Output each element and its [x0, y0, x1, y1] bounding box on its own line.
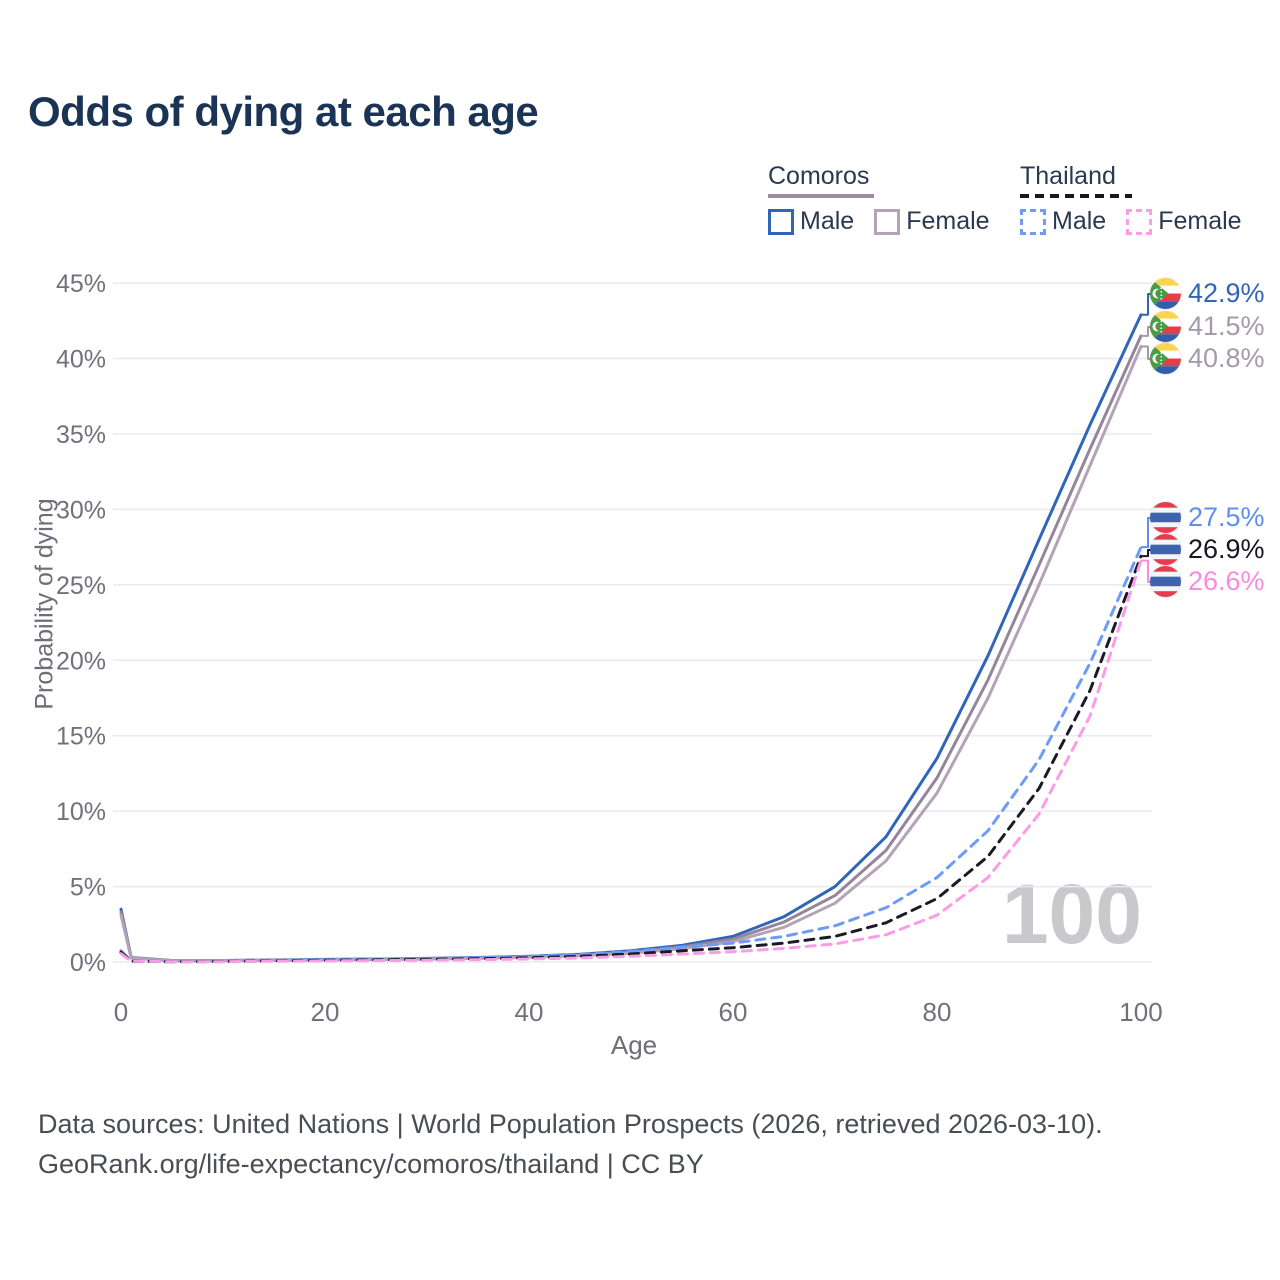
y-tick-label: 0% [70, 949, 106, 977]
y-axis-title: Probability of dying [30, 498, 59, 710]
x-tick-label: 100 [1119, 997, 1162, 1027]
legend-label-comoros-female[interactable]: Female [906, 207, 990, 235]
series-end-value: 26.6% [1188, 566, 1265, 596]
y-tick-label: 15% [56, 723, 106, 751]
series-line-comoros-both [119, 334, 1143, 963]
chart-title: Odds of dying at each age [28, 88, 539, 135]
y-tick-label: 25% [56, 572, 106, 600]
legend-label-thailand-female[interactable]: Female [1158, 207, 1242, 235]
attribution-line: GeoRank.org/life-expectancy/comoros/thai… [38, 1149, 704, 1179]
x-tick-label: 0 [114, 997, 128, 1027]
end-label-row-thailand-female: 26.6% [1150, 566, 1265, 597]
end-label-row-comoros-male: 42.9% [1150, 278, 1265, 309]
series-end-value: 40.8% [1188, 343, 1265, 373]
x-tick-label: 60 [719, 997, 748, 1027]
end-label-row-comoros-female: 40.8% [1150, 343, 1265, 374]
age-watermark: 100 [1001, 867, 1142, 961]
legend-country-thailand: Thailand [1020, 162, 1116, 190]
series-line-comoros-male [119, 313, 1143, 962]
comoros-flag-icon [1150, 343, 1181, 374]
data-sources-line: Data sources: United Nations | World Pop… [38, 1109, 1103, 1139]
end-label-row-thailand-both: 26.9% [1150, 534, 1265, 565]
thailand-flag-icon [1150, 502, 1181, 533]
y-tick-label: 40% [56, 346, 106, 374]
x-axis-title: Age [610, 1030, 658, 1060]
x-tick-label: 80 [923, 997, 952, 1027]
y-tick-label: 45% [56, 270, 106, 298]
footer: Data sources: United Nations | World Pop… [38, 1104, 1103, 1184]
comoros-flag-icon [1150, 278, 1181, 309]
comoros-flag-icon [1150, 311, 1181, 342]
end-label-row-comoros-both: 41.5% [1150, 311, 1265, 342]
legend-country-comoros: Comoros [768, 162, 870, 190]
y-tick-label: 35% [56, 421, 106, 449]
legend-group-thailand: Thailand Male Female [1020, 162, 1242, 236]
series-line-thailand-both [119, 554, 1143, 964]
x-tick-label: 40 [515, 997, 544, 1027]
end-label-row-thailand-male: 27.5% [1150, 502, 1265, 533]
series-end-value: 42.9% [1188, 278, 1265, 308]
series-end-value: 41.5% [1188, 311, 1265, 341]
legend-group-comoros: Comoros Male Female [768, 162, 990, 236]
legend-label-comoros-male[interactable]: Male [800, 207, 855, 235]
y-tick-label: 30% [56, 496, 106, 524]
series-end-value: 27.5% [1188, 502, 1265, 532]
legend-underline-comoros [768, 194, 874, 198]
legend-swatch-comoros-male[interactable] [768, 208, 794, 235]
series-line-thailand-male [119, 545, 1143, 963]
series-end-value: 26.9% [1188, 534, 1265, 564]
y-tick-label: 10% [56, 798, 106, 826]
y-tick-label: 20% [56, 647, 106, 675]
legend-underline-thailand [1020, 194, 1132, 198]
legend-swatch-thailand-male[interactable] [1020, 208, 1046, 235]
y-tick-label: 5% [70, 874, 106, 902]
thailand-flag-icon [1150, 566, 1181, 597]
thailand-flag-icon [1150, 534, 1181, 565]
legend-swatch-thailand-female[interactable] [1126, 208, 1153, 235]
series-line-comoros-female [119, 345, 1143, 963]
x-tick-label: 20 [311, 997, 340, 1027]
legend-swatch-comoros-female[interactable] [874, 208, 901, 235]
legend-label-thailand-male[interactable]: Male [1052, 207, 1107, 235]
series-line-thailand-female [119, 559, 1143, 964]
